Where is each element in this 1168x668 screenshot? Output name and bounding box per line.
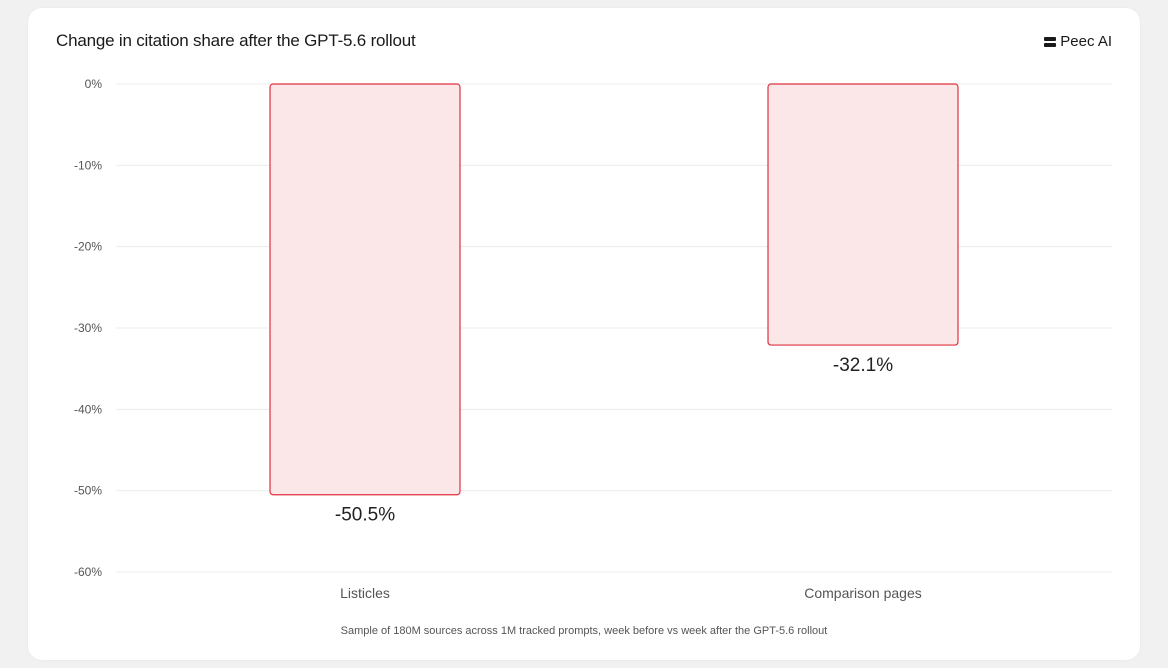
x-tick-label: Comparison pages [804,585,922,601]
y-tick-label: -60% [74,565,102,579]
y-tick-label: -30% [74,321,102,335]
y-tick-label: 0% [85,77,103,91]
chart-footnote: Sample of 180M sources across 1M tracked… [340,625,828,637]
bar [269,83,461,496]
x-tick-label: Listicles [340,585,390,601]
peec-logo-icon [1044,36,1057,47]
y-tick-label: -40% [74,402,102,416]
y-tick-label: -20% [74,240,102,254]
data-label: -50.5% [335,505,395,526]
chart-card: Change in citation share after the GPT-5… [28,8,1140,660]
y-tick-label: -10% [74,158,102,172]
data-label: -32.1% [833,355,893,376]
bar-chart: 0% -10% -20% -30% -40% -50% -60% -50.5% Listicle… [74,77,1112,601]
brand: Peec AI [1044,33,1112,50]
y-tick-label: -50% [74,484,102,498]
chart-title: Change in citation share after the GPT-5… [56,31,416,50]
brand-name: Peec AI [1060,33,1112,50]
bar [767,83,959,346]
